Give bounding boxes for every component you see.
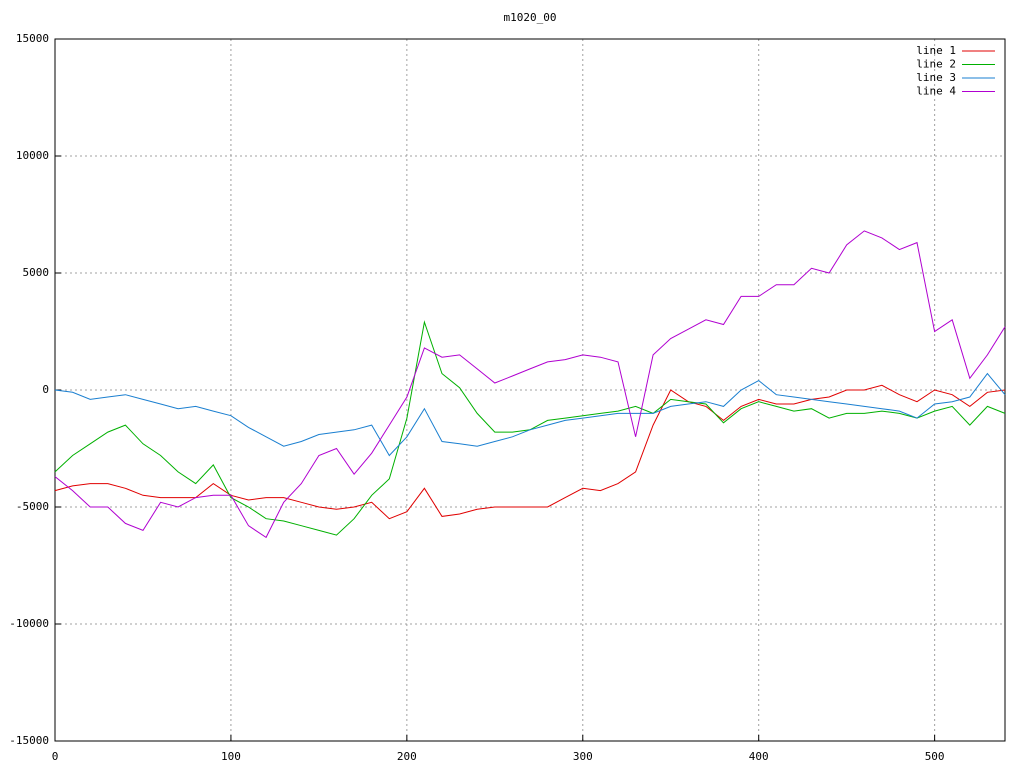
- x-tick-label: 500: [925, 750, 945, 763]
- legend-label: line 4: [916, 85, 956, 98]
- line-series: [54, 372, 1006, 457]
- y-tick-label: -10000: [9, 617, 49, 630]
- y-tick-label: 5000: [23, 266, 50, 279]
- line-series: [54, 230, 1006, 539]
- y-tick-label: 10000: [16, 149, 49, 162]
- line-series: [54, 384, 1006, 520]
- y-tick-label: 0: [42, 383, 49, 396]
- chart-title: m1020_00: [504, 11, 557, 24]
- line-series: [54, 320, 1006, 536]
- x-tick-label: 300: [573, 750, 593, 763]
- x-tick-label: 400: [749, 750, 769, 763]
- y-tick-label: -5000: [16, 500, 49, 513]
- legend-label: line 3: [916, 71, 956, 84]
- y-tick-label: 15000: [16, 32, 49, 45]
- x-tick-label: 0: [52, 750, 59, 763]
- x-tick-label: 100: [221, 750, 241, 763]
- y-tick-label: -15000: [9, 734, 49, 747]
- x-tick-label: 200: [397, 750, 417, 763]
- legend-label: line 1: [916, 44, 956, 57]
- legend-label: line 2: [916, 58, 956, 71]
